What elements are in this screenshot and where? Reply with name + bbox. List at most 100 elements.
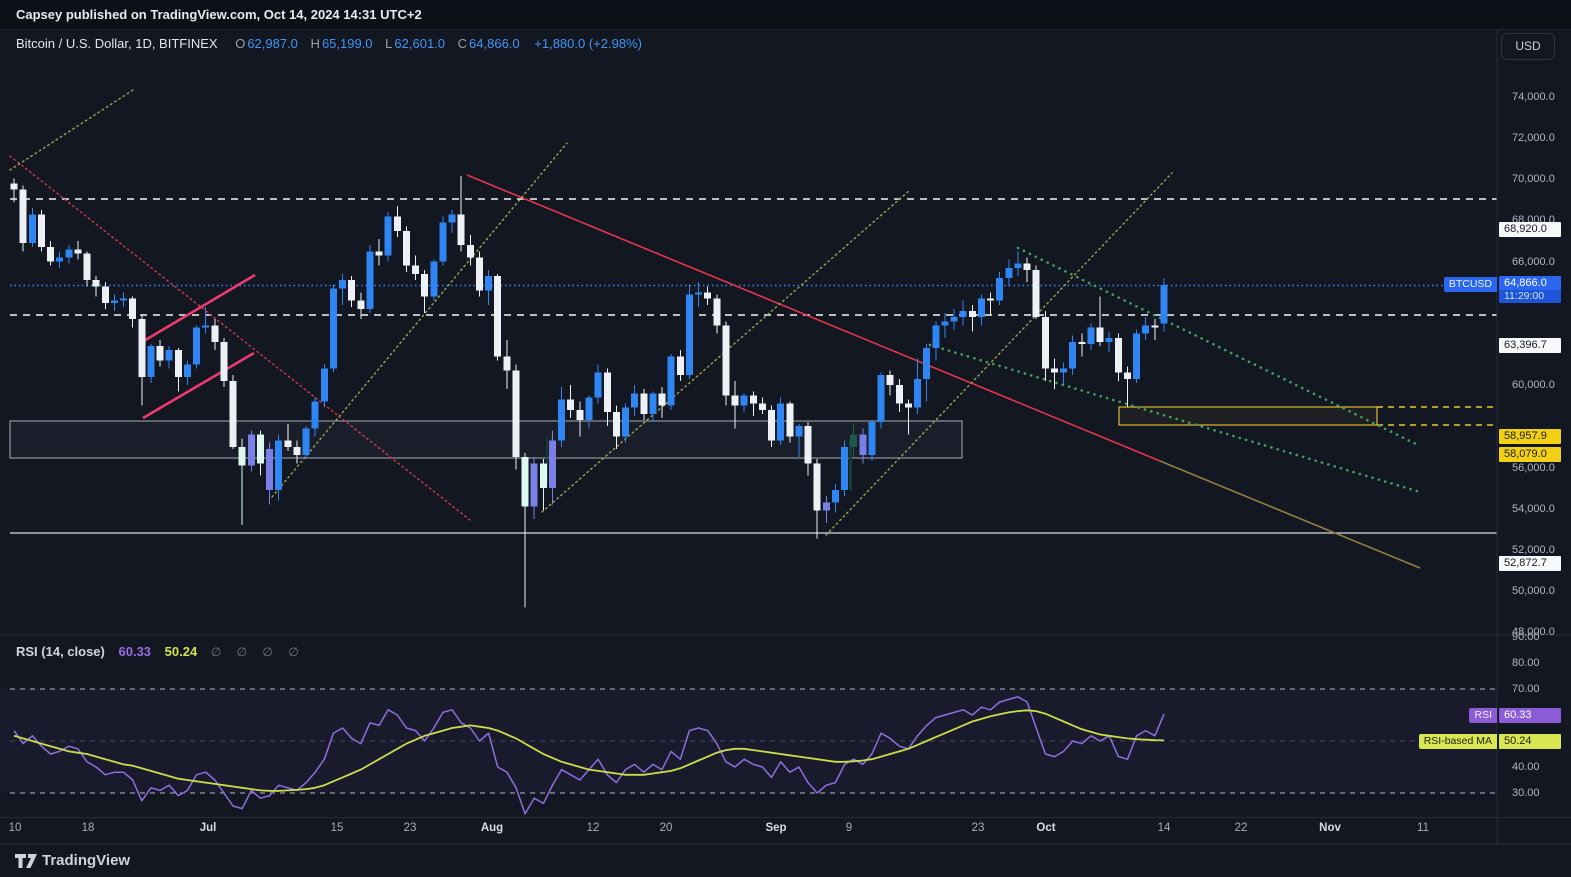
red-major-downtrend (466, 174, 1161, 462)
candle-98 (904, 403, 912, 408)
rsi-ma-current-value: 50.24 (164, 644, 198, 659)
candle-126 (1160, 284, 1168, 324)
candle-63 (585, 397, 593, 421)
candle-10 (101, 286, 109, 303)
candle-40 (375, 251, 383, 256)
time-axis[interactable]: 10 18 Jul 15 23 Aug 12 20 Sep 9 23 Oct 14 22 Nov 11 (0, 818, 1497, 843)
time-label-23: 23 (971, 822, 985, 834)
candle-27 (256, 434, 264, 464)
high-label: H (310, 36, 320, 51)
candle-0 (10, 183, 18, 190)
target-zone-yellow (1118, 406, 1378, 426)
candle-120 (1105, 337, 1113, 342)
candle-62 (576, 409, 584, 421)
scale-tick-48000.0: 48,000.0 (1512, 626, 1555, 638)
level-badge-63396: 63,396.7 (1499, 337, 1561, 353)
candle-66 (612, 411, 620, 437)
candle-79 (731, 395, 739, 406)
symbol-name[interactable]: Bitcoin / U.S. Dollar, 1D, BITFINEX (16, 36, 218, 51)
candle-93 (859, 434, 867, 456)
candle-105 (968, 311, 976, 318)
candle-91 (841, 446, 849, 491)
candle-68 (631, 393, 639, 408)
candle-111 (1023, 263, 1031, 270)
candle-104 (959, 311, 967, 318)
candle-21 (202, 325, 210, 328)
level-badge-68920: 68,920.0 (1499, 221, 1561, 237)
candle-82 (758, 403, 766, 410)
time-label-oct: Oct (1036, 822, 1056, 834)
time-label-10: 10 (8, 822, 22, 834)
candle-124 (1142, 325, 1150, 334)
scale-tick-70000.0: 70,000.0 (1512, 173, 1555, 185)
candle-50 (466, 245, 474, 258)
rsi-pane-header[interactable]: RSI (14, close) 60.33 50.24 ∅ ∅ ∅ ∅ (16, 644, 305, 660)
candle-99 (914, 378, 922, 408)
candle-69 (640, 393, 648, 414)
candle-15 (147, 345, 155, 377)
candle-96 (886, 374, 894, 386)
rsi-ma-chip: RSI-based MA (1418, 733, 1497, 749)
rsi-chip: RSI (1469, 707, 1497, 723)
close-value: 64,866.0 (469, 36, 520, 51)
publish-title: Capsey published on TradingView.com, Oct… (16, 7, 422, 22)
candle-47 (439, 222, 447, 262)
candle-19 (183, 364, 191, 377)
time-label-14: 14 (1157, 822, 1171, 834)
candle-73 (676, 356, 684, 375)
scale-tick-90.00: 90.00 (1512, 631, 1540, 643)
olive-dotted-1 (9, 89, 134, 171)
last-price-badge: 64,866.0 11:29:00 (1499, 276, 1561, 303)
candle-23 (220, 341, 228, 381)
candle-115 (1060, 368, 1068, 373)
high-value: 65,199.0 (321, 36, 373, 51)
tradingview-logo-icon[interactable] (14, 852, 40, 870)
candle-37 (348, 280, 356, 301)
scale-tick-56000.0: 56,000.0 (1512, 462, 1555, 474)
candle-83 (768, 409, 776, 441)
publish-header: Capsey published on TradingView.com, Oct… (0, 0, 1571, 30)
rsi-title[interactable]: RSI (14, close) (16, 644, 105, 659)
candles-layer (10, 176, 1168, 608)
scale-tick-74000.0: 74,000.0 (1512, 91, 1555, 103)
candle-36 (339, 280, 347, 289)
candle-94 (868, 422, 876, 456)
candle-32 (302, 428, 310, 456)
currency-toggle-button[interactable]: USD (1501, 33, 1555, 60)
candle-17 (165, 350, 173, 361)
candle-43 (402, 230, 410, 266)
rsi-value-badge: 60.33 (1499, 707, 1561, 723)
low-value: 62,601.0 (394, 36, 446, 51)
candle-122 (1123, 372, 1131, 379)
candle-114 (1050, 368, 1058, 373)
level-badge-52872: 52,872.7 (1499, 555, 1561, 571)
candle-2 (28, 214, 36, 244)
rsi-band-fill (0, 689, 1497, 793)
rsi-ma-line (13, 709, 1165, 792)
scale-tick-72000.0: 72,000.0 (1512, 132, 1555, 144)
pink-channel-upper (141, 273, 256, 344)
candle-64 (594, 372, 602, 398)
candle-87 (804, 426, 812, 464)
candle-25 (238, 446, 246, 466)
green-dotted-lower (928, 343, 1422, 494)
olive-dotted-4 (825, 172, 1173, 536)
rsi-current-value: 60.33 (118, 644, 152, 659)
candle-33 (311, 401, 319, 429)
candle-61 (567, 399, 575, 410)
tradingview-brand-text[interactable]: TradingView (42, 852, 131, 869)
symbol-info-bar[interactable]: Bitcoin / U.S. Dollar, 1D, BITFINEX O 62,… (16, 36, 642, 52)
time-label-15: 15 (330, 822, 344, 834)
rsi-lines-layer (13, 696, 1165, 815)
candle-16 (156, 345, 164, 361)
scale-tick-60000.0: 60,000.0 (1512, 379, 1555, 391)
open-label: O (235, 36, 246, 51)
candle-54 (503, 356, 511, 371)
candle-65 (603, 372, 611, 412)
price-scale[interactable]: 74,000.0 72,000.0 70,000.0 68,000.0 66,000.0… (1497, 30, 1571, 843)
scale-tick-54000.0: 54,000.0 (1512, 503, 1555, 515)
candle-7 (74, 249, 82, 254)
time-label-sep: Sep (765, 822, 787, 834)
candle-78 (722, 325, 730, 396)
